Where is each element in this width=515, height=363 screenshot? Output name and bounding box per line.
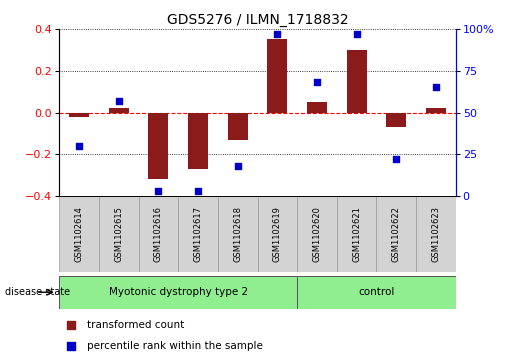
Text: GSM1102622: GSM1102622 — [392, 206, 401, 262]
Point — [273, 31, 281, 37]
FancyBboxPatch shape — [59, 276, 297, 309]
Point — [233, 163, 242, 169]
Bar — [148, 113, 168, 179]
FancyBboxPatch shape — [297, 276, 456, 309]
Text: GSM1102619: GSM1102619 — [273, 206, 282, 262]
Text: percentile rank within the sample: percentile rank within the sample — [87, 341, 263, 351]
FancyBboxPatch shape — [258, 196, 297, 272]
Text: GSM1102620: GSM1102620 — [313, 206, 321, 262]
Text: GSM1102621: GSM1102621 — [352, 206, 361, 262]
Bar — [188, 113, 208, 169]
Point — [67, 322, 75, 328]
Bar — [347, 50, 367, 113]
Text: GSM1102614: GSM1102614 — [75, 206, 83, 262]
FancyBboxPatch shape — [178, 196, 218, 272]
Text: GSM1102617: GSM1102617 — [194, 206, 202, 262]
Point — [392, 156, 401, 162]
Point — [114, 98, 123, 104]
FancyBboxPatch shape — [376, 196, 416, 272]
Point — [352, 31, 360, 37]
FancyBboxPatch shape — [297, 196, 337, 272]
Point — [67, 343, 75, 349]
FancyBboxPatch shape — [59, 196, 99, 272]
Bar — [109, 108, 129, 113]
FancyBboxPatch shape — [218, 196, 258, 272]
Point — [194, 188, 202, 194]
Bar — [228, 113, 248, 140]
Bar — [307, 102, 327, 113]
Point — [75, 143, 83, 149]
Bar — [386, 113, 406, 127]
Bar — [69, 113, 89, 117]
Text: control: control — [358, 287, 394, 297]
Point — [432, 85, 440, 90]
Text: GSM1102623: GSM1102623 — [432, 206, 440, 262]
FancyBboxPatch shape — [139, 196, 178, 272]
Point — [313, 79, 321, 85]
Text: Myotonic dystrophy type 2: Myotonic dystrophy type 2 — [109, 287, 248, 297]
Text: GSM1102616: GSM1102616 — [154, 206, 163, 262]
FancyBboxPatch shape — [99, 196, 139, 272]
Point — [154, 188, 162, 194]
Bar — [267, 40, 287, 113]
Text: transformed count: transformed count — [87, 321, 184, 330]
Text: GSM1102618: GSM1102618 — [233, 206, 242, 262]
FancyBboxPatch shape — [416, 196, 456, 272]
Text: GSM1102615: GSM1102615 — [114, 206, 123, 262]
FancyBboxPatch shape — [337, 196, 376, 272]
Bar — [426, 108, 446, 113]
Title: GDS5276 / ILMN_1718832: GDS5276 / ILMN_1718832 — [167, 13, 348, 26]
Text: disease state: disease state — [5, 287, 70, 297]
